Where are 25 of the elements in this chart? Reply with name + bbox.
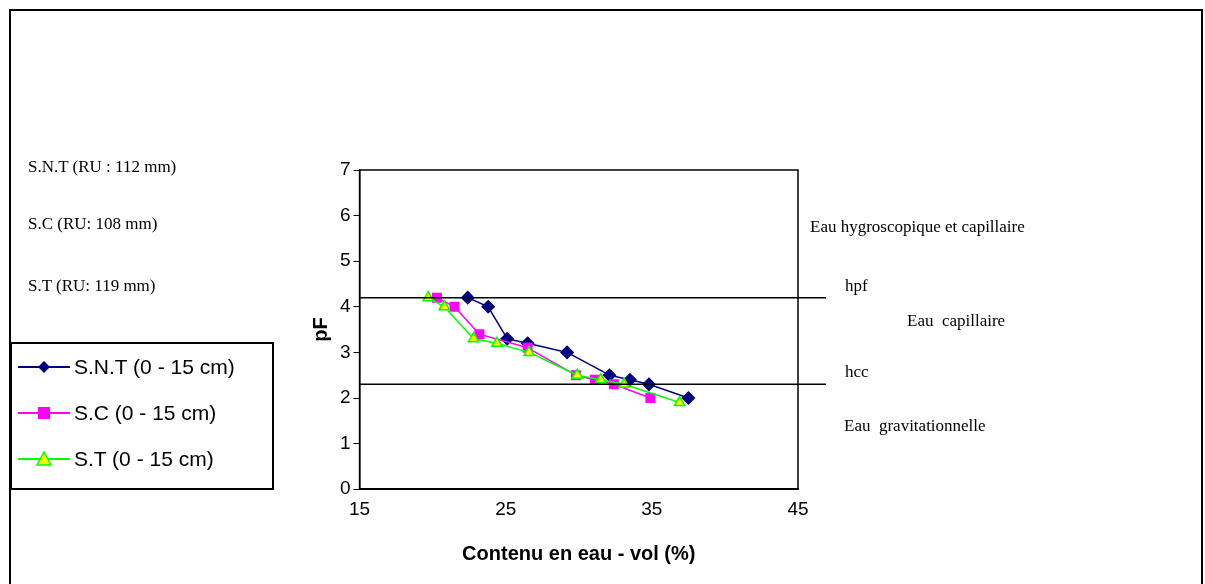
- y-tick-label: 6: [339, 203, 351, 225]
- y-tick-label: 1: [339, 431, 351, 453]
- y-tick-label: 4: [339, 295, 351, 317]
- text: S.N.T (RU : 112 mm): [28, 157, 177, 177]
- x-tick-label: 45: [787, 497, 809, 519]
- ref-line-label: hpf: [845, 275, 868, 296]
- x-tick-label: 35: [641, 497, 663, 519]
- x-tick-label: 15: [349, 497, 371, 519]
- x-axis-title: Contenu en eau - vol (%): [462, 541, 696, 564]
- legend-label: S.N.T (0 - 15 cm): [74, 355, 235, 379]
- y-tick-label: 7: [339, 158, 351, 180]
- text: S.C (RU: 108 mm): [28, 214, 158, 234]
- y-axis-title: pF: [308, 317, 331, 342]
- text: Eau gravitationnelle: [844, 416, 986, 436]
- text: S.T (RU: 119 mm): [28, 276, 156, 296]
- y-tick-label: 0: [339, 477, 351, 499]
- text: Eau capillaire: [907, 311, 1006, 331]
- legend-label: S.T (0 - 15 cm): [74, 447, 214, 471]
- x-tick-label: 25: [495, 497, 517, 519]
- legend-label: S.C (0 - 15 cm): [74, 401, 217, 425]
- ref-line-label: hcc: [845, 362, 869, 383]
- y-tick-label: 2: [339, 386, 351, 408]
- y-tick-label: 3: [339, 340, 351, 362]
- text: Eau hygroscopique et capillaire: [810, 217, 1025, 237]
- y-tick-label: 5: [339, 249, 351, 271]
